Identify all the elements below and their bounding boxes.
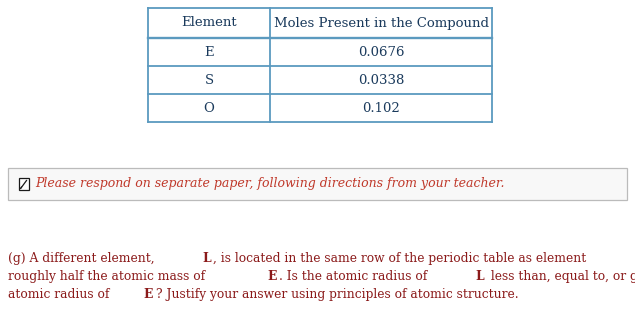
Text: L: L xyxy=(476,270,485,283)
Text: less than, equal to, or greater than the: less than, equal to, or greater than the xyxy=(487,270,635,283)
Text: , is located in the same row of the periodic table as element: , is located in the same row of the peri… xyxy=(213,252,591,265)
Text: 0.0676: 0.0676 xyxy=(358,46,404,58)
Bar xyxy=(148,94,492,122)
Text: E: E xyxy=(267,270,277,283)
Text: Moles Present in the Compound: Moles Present in the Compound xyxy=(274,16,488,30)
Text: (g) A different element,: (g) A different element, xyxy=(8,252,159,265)
Text: E: E xyxy=(204,46,214,58)
Bar xyxy=(148,66,492,94)
Text: S: S xyxy=(204,73,213,87)
Text: 0.0338: 0.0338 xyxy=(358,73,404,87)
Bar xyxy=(19,178,29,190)
Text: atomic radius of: atomic radius of xyxy=(8,288,113,301)
Text: ? Justify your answer using principles of atomic structure.: ? Justify your answer using principles o… xyxy=(156,288,519,301)
Text: . Is the atomic radius of: . Is the atomic radius of xyxy=(279,270,432,283)
Text: roughly half the atomic mass of: roughly half the atomic mass of xyxy=(8,270,209,283)
Bar xyxy=(148,38,492,66)
Text: Element: Element xyxy=(181,16,237,30)
Text: 0.102: 0.102 xyxy=(362,101,400,114)
Text: Please respond on separate paper, following directions from your teacher.: Please respond on separate paper, follow… xyxy=(35,177,504,191)
Bar xyxy=(8,168,627,200)
Text: O: O xyxy=(204,101,215,114)
Text: L: L xyxy=(202,252,211,265)
Text: E: E xyxy=(144,288,153,301)
Bar xyxy=(148,8,492,38)
